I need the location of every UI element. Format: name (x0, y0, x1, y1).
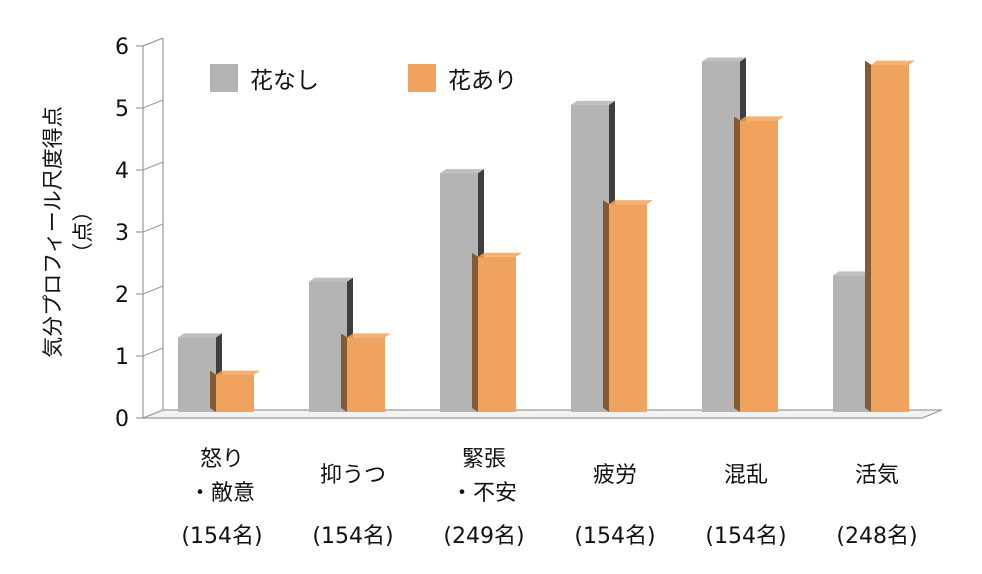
category-label-line2: ・敵意 (189, 481, 255, 506)
bar-top (740, 116, 784, 121)
bar-side (341, 333, 347, 412)
legend-swatch (210, 64, 238, 92)
y-gridline-0 (142, 409, 164, 419)
y-tick-label: 2 (115, 283, 129, 308)
bar-front (571, 104, 609, 413)
y-gridline-2 (142, 285, 164, 295)
category-labels: 怒り・敵意 (154名) 抑うつ (154名) 緊張・不安 (249名) 疲労 (154名) 混… (181, 447, 917, 549)
bar (865, 60, 915, 412)
bar-top (440, 169, 484, 174)
bar-front (309, 281, 347, 412)
bar-front (871, 64, 909, 412)
category-sample-size: (154名) (181, 524, 262, 549)
category-sample-size: (154名) (705, 524, 786, 549)
y-tick-label: 4 (115, 159, 129, 184)
y-tick-label: 3 (115, 221, 129, 246)
bar (603, 200, 653, 412)
bar-side (210, 370, 216, 412)
category-sample-size: (249名) (443, 524, 524, 549)
bar-front (740, 120, 778, 413)
chart-floor (142, 409, 943, 419)
category-label: 活気 (855, 463, 899, 488)
y-gridline-3 (142, 223, 164, 233)
legend: 花なし 花あり (210, 64, 517, 94)
bar-top (871, 60, 915, 65)
bar (210, 370, 260, 412)
bar-side (603, 200, 609, 412)
bars (178, 57, 915, 413)
y-tick-label: 0 (115, 407, 129, 432)
bar-top (478, 252, 522, 257)
bar-front (440, 173, 478, 412)
category-sample-size: (248名) (836, 524, 917, 549)
category-sample-size: (154名) (574, 524, 655, 549)
bar (734, 116, 784, 413)
bar-top (702, 57, 746, 62)
y-gridline-5 (142, 99, 164, 109)
bar-top (216, 370, 260, 375)
category-label: 怒り (200, 447, 244, 472)
bar (178, 333, 222, 412)
legend-label: 花なし (250, 68, 319, 94)
bar-front (609, 204, 647, 412)
bar-top (609, 200, 653, 205)
y-tick-label: 1 (115, 345, 129, 370)
bar-top (309, 277, 353, 282)
y-gridline-6 (142, 37, 164, 47)
y-axis-label: 気分プロフィール尺度得点 （点） (41, 106, 95, 358)
bar (571, 100, 615, 413)
bar-top (178, 333, 222, 338)
y-axis-unit: （点） (71, 201, 95, 264)
bar-front (216, 374, 254, 412)
category-label: 緊張 (462, 447, 506, 472)
bar-front (478, 256, 516, 412)
bar (472, 252, 522, 412)
bar-front (347, 337, 385, 412)
chart-frame (136, 37, 943, 419)
category-label-line2: ・不安 (451, 481, 517, 506)
y-tick-label: 5 (115, 97, 129, 122)
y-gridline-1 (142, 347, 164, 357)
bar-top (571, 100, 615, 105)
y-gridline-4 (142, 161, 164, 171)
category-sample-size: (154名) (312, 524, 393, 549)
y-tick-label: 6 (115, 35, 129, 60)
category-label: 抑うつ (320, 463, 386, 488)
bar-side (472, 252, 478, 412)
bar-front (833, 275, 871, 412)
y-axis-title: 気分プロフィール尺度得点 (41, 106, 65, 358)
bar-side (734, 116, 740, 413)
bar-side (865, 60, 871, 412)
bar-front (702, 61, 740, 412)
legend-swatch (408, 64, 436, 92)
category-label: 疲労 (593, 463, 637, 488)
bar (341, 333, 391, 412)
legend-label: 花あり (448, 68, 517, 94)
category-label: 混乱 (724, 463, 768, 488)
y-tick-labels: 0 1 2 3 4 5 6 (115, 35, 129, 432)
bar-top (347, 333, 391, 338)
bar-front (178, 337, 216, 412)
